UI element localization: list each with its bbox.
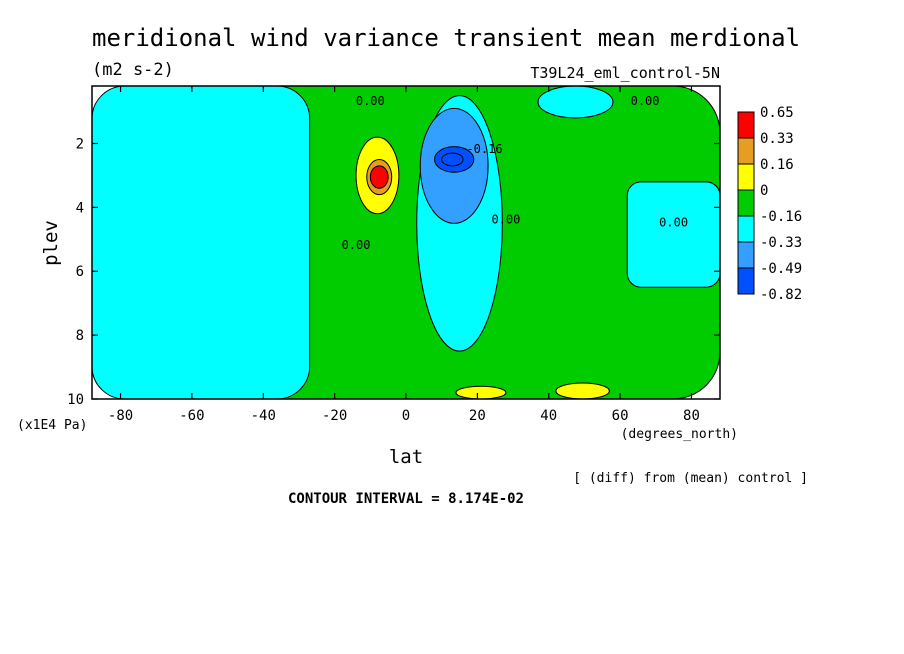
- contour-label: 0.00: [631, 94, 660, 108]
- x-axis: -80 -60 -40 -20 0 20 40 60 80: [108, 86, 700, 424]
- contour-label: 0.00: [659, 216, 688, 230]
- contour-region: [455, 385, 507, 399]
- contour-label: 0.00: [356, 94, 385, 108]
- x-tick-label: -40: [251, 408, 276, 424]
- colorbar-swatch: [737, 241, 755, 269]
- x-tick-label: 40: [540, 408, 557, 424]
- y-tick-label: 6: [76, 264, 84, 280]
- colorbar-swatch: [737, 215, 755, 243]
- units-label: (m2 s-2): [92, 60, 174, 80]
- colorbar-label: -0.16: [760, 209, 802, 225]
- contour-label: 0.00: [491, 212, 520, 226]
- contour-region: [369, 165, 389, 189]
- contour-interval-label: CONTOUR INTERVAL = 8.174E-02: [288, 491, 524, 507]
- colorbar-label: 0: [760, 183, 768, 199]
- x-tick-label: -60: [179, 408, 204, 424]
- contour-region: [537, 86, 614, 119]
- y-tick-label: 4: [76, 200, 84, 216]
- colorbar-label: -0.82: [760, 287, 802, 303]
- y-tick-label: 10: [67, 392, 84, 408]
- x-tick-label: 20: [469, 408, 486, 424]
- x-tick-label: 80: [683, 408, 700, 424]
- y-axis-units: (x1E4 Pa): [17, 418, 87, 433]
- contour-region: [441, 152, 464, 167]
- diff-note: [ (diff) from (mean) control ]: [573, 471, 808, 486]
- colorbar-swatch: [737, 137, 755, 165]
- colorbar-label: -0.33: [760, 235, 802, 251]
- colorbar-label: -0.49: [760, 261, 802, 277]
- x-tick-label: 60: [612, 408, 629, 424]
- chart-title: meridional wind variance transient mean …: [92, 24, 800, 52]
- colorbar-swatch: [737, 111, 755, 139]
- x-tick-label: -20: [322, 408, 347, 424]
- x-axis-units: (degrees_north): [621, 427, 738, 442]
- run-label: T39L24_eml_control-5N: [530, 64, 720, 82]
- colorbar-label: 0.16: [760, 157, 794, 173]
- x-tick-label: 0: [402, 408, 410, 424]
- y-tick-label: 8: [76, 328, 84, 344]
- colorbar-label: 0.65: [760, 105, 794, 121]
- contour-label: -0.16: [466, 142, 502, 156]
- x-axis-title: lat: [389, 446, 423, 468]
- plot-area: [92, 86, 720, 399]
- colorbar: 0.65 0.33 0.16 0 -0.16 -0.33 -0.49 -0.82: [737, 105, 802, 303]
- x-tick-label: -80: [108, 408, 133, 424]
- contour-labels: 0.00 0.00 0.00 0.00 0.00 -0.16: [342, 94, 688, 252]
- y-axis: 2 4 6 8 10: [67, 136, 720, 408]
- colorbar-swatch: [737, 163, 755, 191]
- contour-label: 0.00: [342, 238, 371, 252]
- colorbar-label: 0.33: [760, 131, 794, 147]
- y-tick-label: 2: [76, 136, 84, 152]
- y-axis-title: plev: [40, 220, 62, 266]
- contour-region: [555, 382, 610, 399]
- contour-region: [626, 181, 720, 288]
- colorbar-swatch: [737, 267, 755, 295]
- contour-region: [92, 86, 311, 399]
- colorbar-swatch: [737, 189, 755, 217]
